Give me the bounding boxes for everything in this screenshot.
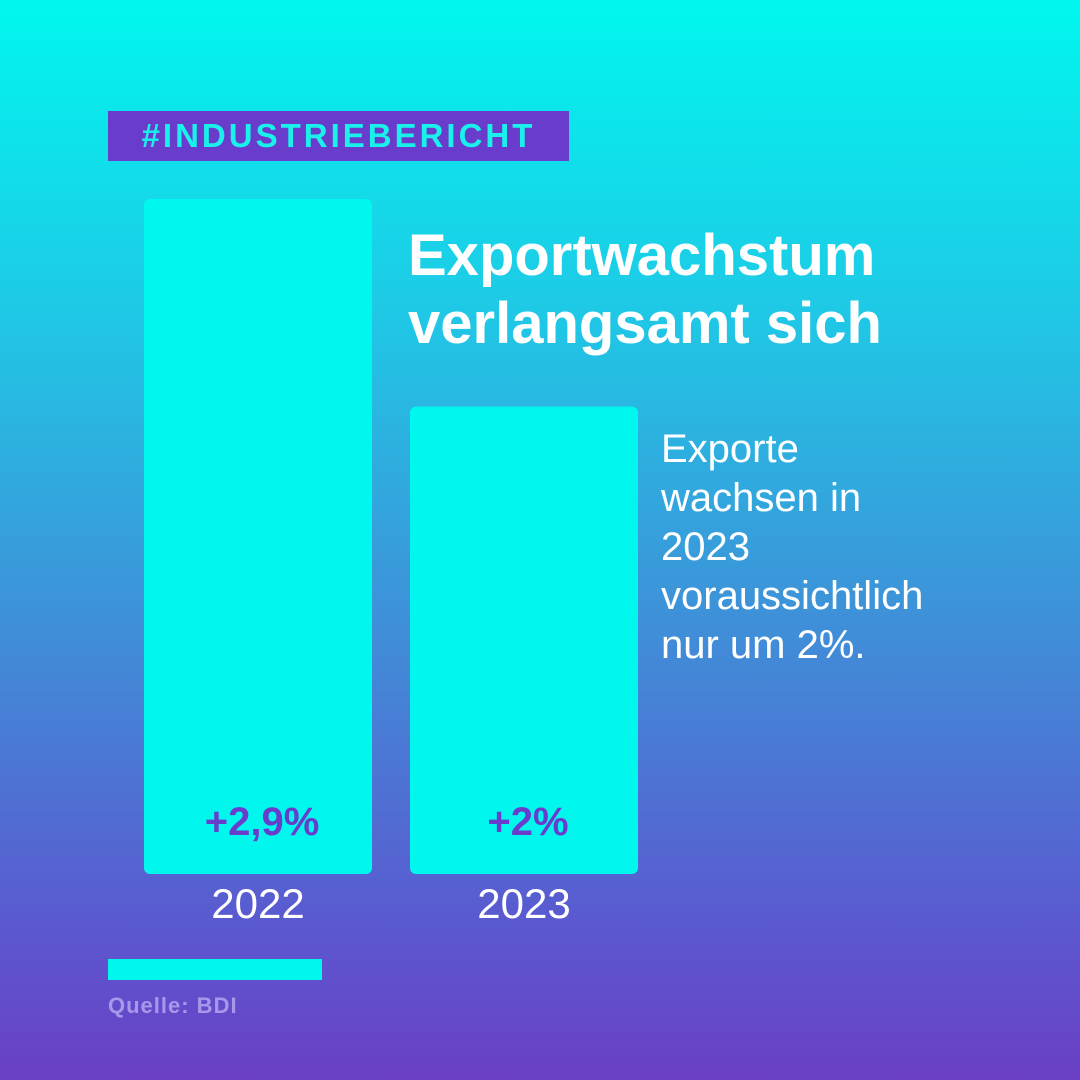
description-line-1: Exporte: [661, 427, 799, 471]
hashtag-label: #INDUSTRIEBERICHT: [108, 111, 569, 161]
chart-title: Exportwachstum verlangsamt sich: [408, 222, 1008, 358]
bar-2023: [410, 406, 638, 874]
description-text: Exporte wachsen in 2023 voraussichtlich …: [661, 425, 1061, 670]
accent-divider: [108, 959, 322, 980]
category-label-2023: 2023: [477, 880, 570, 927]
value-label-2023: +2%: [487, 800, 568, 844]
description-line-2: wachsen in: [661, 476, 862, 520]
description-line-5: nur um 2%.: [661, 623, 866, 667]
title-line-2: verlangsamt sich: [408, 291, 882, 356]
title-line-1: Exportwachstum: [408, 223, 876, 288]
value-label-2022: +2,9%: [205, 800, 320, 844]
category-label-2022: 2022: [211, 880, 304, 927]
source-note: Quelle: BDI: [108, 993, 238, 1018]
bar-2022: [144, 199, 372, 874]
description-line-4: voraussichtlich: [661, 574, 924, 618]
description-line-3: 2023: [661, 525, 750, 569]
